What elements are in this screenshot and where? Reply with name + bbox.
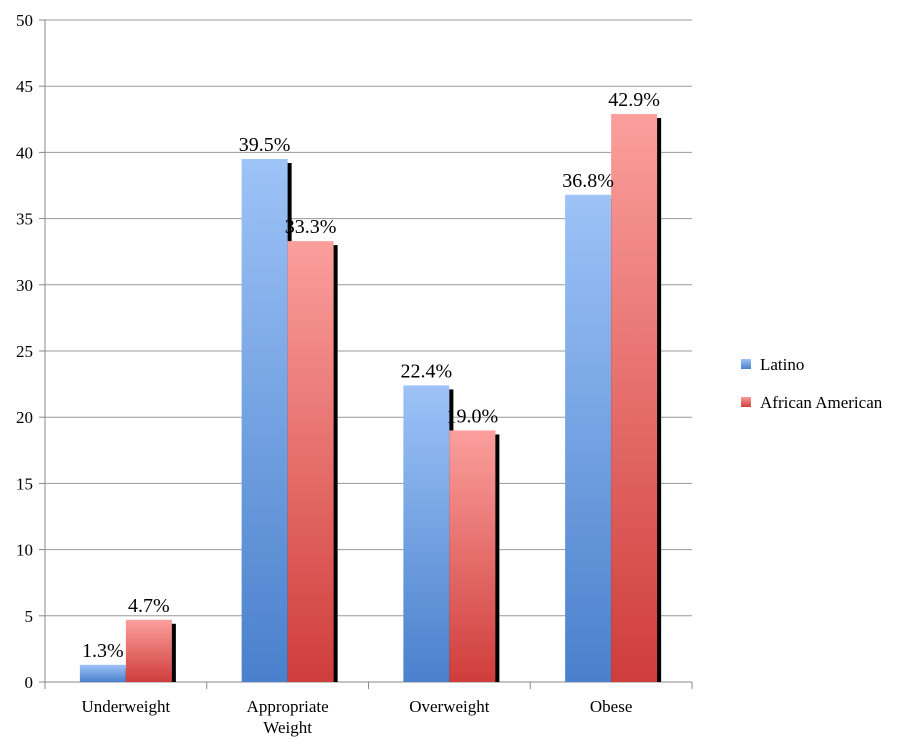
- x-category-label: Appropriate: [247, 697, 329, 716]
- x-category-label: Underweight: [81, 697, 170, 716]
- bar-african-american: [449, 430, 496, 682]
- bar-latino: [565, 194, 612, 682]
- y-tick-label: 30: [16, 276, 33, 295]
- y-tick-label: 0: [25, 673, 34, 692]
- legend-swatch: [741, 397, 751, 407]
- data-label: 39.5%: [239, 134, 291, 156]
- x-category-label: Weight: [263, 718, 312, 737]
- y-tick-label: 20: [16, 408, 33, 427]
- y-tick-label: 40: [16, 143, 33, 162]
- y-tick-label: 35: [16, 210, 33, 229]
- data-label: 1.3%: [82, 640, 124, 662]
- legend-swatch: [741, 359, 751, 369]
- x-category-label: Overweight: [409, 697, 490, 716]
- bar-african-american: [125, 619, 172, 682]
- x-category-label: Obese: [590, 697, 632, 716]
- y-tick-label: 5: [25, 607, 34, 626]
- data-labels: 1.3% 4.7% 39.5% 33.3% 22.4% 19.0% 36.8% 42.9%: [82, 89, 660, 662]
- data-label: 36.8%: [562, 170, 614, 192]
- bar-latino: [241, 159, 288, 682]
- y-tick-label: 50: [16, 11, 33, 30]
- bar-african-american: [287, 241, 334, 682]
- gridlines: [45, 19, 692, 617]
- y-tick-label: 15: [16, 474, 33, 493]
- bar-latino: [79, 664, 126, 682]
- data-label: 33.3%: [285, 216, 337, 238]
- legend: Latino African American: [741, 355, 883, 412]
- bars: [79, 114, 662, 682]
- y-tick-label: 45: [16, 77, 33, 96]
- y-tick-label: 25: [16, 342, 33, 361]
- data-label: 19.0%: [447, 405, 499, 427]
- legend-label: Latino: [760, 355, 804, 374]
- data-label: 42.9%: [608, 89, 660, 111]
- data-label: 4.7%: [128, 595, 170, 617]
- y-tick-label: 10: [16, 541, 33, 560]
- bar-latino: [403, 385, 450, 682]
- data-label: 22.4%: [401, 360, 453, 382]
- legend-label: African American: [760, 393, 883, 412]
- bar-african-american: [611, 114, 658, 682]
